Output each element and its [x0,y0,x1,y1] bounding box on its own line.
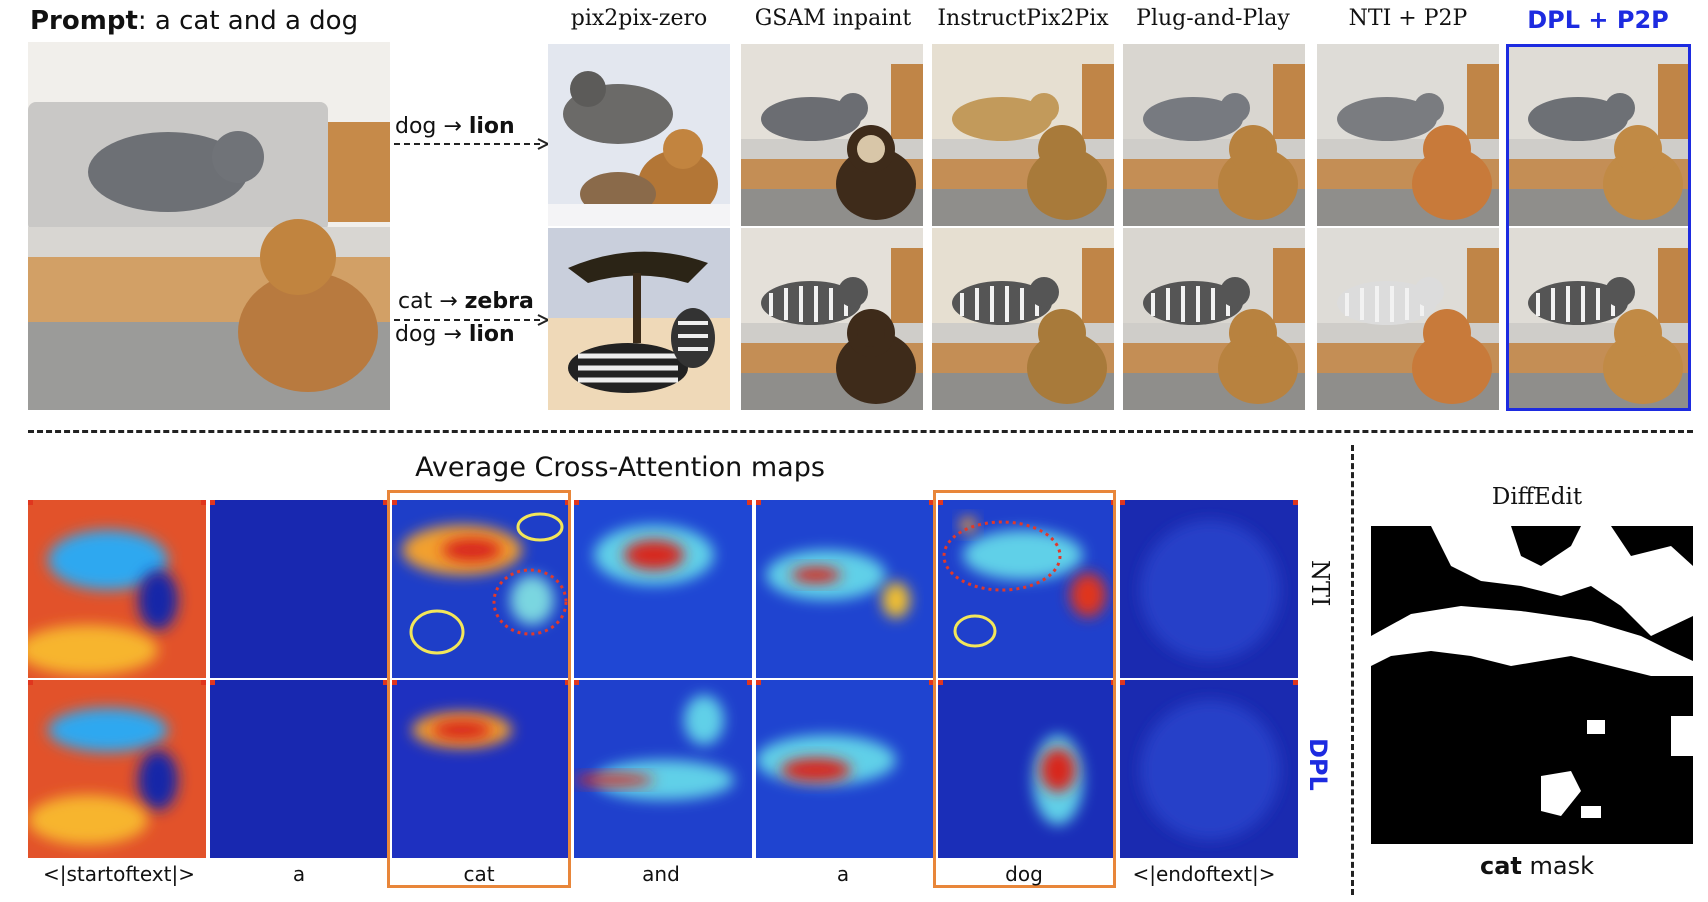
attention-map [1120,500,1298,678]
attention-map [574,680,752,858]
attention-map [574,500,752,678]
dog-token-box [933,490,1116,888]
token-endoftext: <|endoftext|> [1132,862,1276,886]
result-image [548,44,730,226]
method-header-pnp: Plug-and-Play [1136,6,1290,31]
token-startoftext: <|startoftext|> [43,862,195,886]
dpl-highlight-box [1506,44,1691,411]
result-image [1123,44,1305,226]
attention-map [210,680,388,858]
edit-cat-zebra: cat → zebra [398,289,534,314]
result-image [1317,228,1499,410]
result-image [932,44,1114,226]
mask-caption: cat mask [1479,852,1595,880]
diffedit-title: DiffEdit [1491,484,1583,510]
result-image [1508,228,1690,410]
row-label-nti: NTI [1306,560,1334,607]
prompt-label: Prompt: a cat and a dog [30,6,358,36]
prompt-key: Prompt [30,6,138,36]
attention-map [938,680,1116,858]
edit-dog-lion-top: dog → lion [395,114,515,139]
result-image [1317,44,1499,226]
attention-map [28,680,206,858]
attention-map [392,680,570,858]
result-image [1123,228,1305,410]
attention-map [756,500,934,678]
token-a-2: a [836,862,850,886]
source-image [28,42,390,410]
method-header-nti: NTI + P2P [1348,6,1468,31]
result-image [548,228,730,410]
diffedit-mask-image [1371,526,1693,844]
attention-map [28,500,206,678]
method-header-pix2pix-zero: pix2pix-zero [570,6,708,31]
attention-map [756,680,934,858]
result-image [1508,44,1690,226]
token-cat: cat [463,862,495,886]
token-a-1: a [292,862,306,886]
attention-title: Average Cross-Attention maps [415,452,825,483]
row-label-dpl: DPL [1304,738,1332,791]
attention-map [392,500,570,678]
method-header-instructpix2pix: InstructPix2Pix [937,6,1109,31]
vertical-divider [1351,445,1354,895]
prompt-text: : a cat and a dog [137,6,359,36]
method-header-gsam: GSAM inpaint [754,6,912,31]
result-image [741,228,923,410]
attention-map [1120,680,1298,858]
horizontal-divider [28,430,1693,433]
token-dog: dog [1005,862,1043,886]
attention-map [210,500,388,678]
edit-dog-lion-bottom: dog → lion [395,322,515,347]
result-image [741,44,923,226]
token-and: and [642,862,680,886]
method-header-dpl: DPL + P2P [1527,6,1669,34]
result-image [932,228,1114,410]
cat-token-box [387,490,571,888]
